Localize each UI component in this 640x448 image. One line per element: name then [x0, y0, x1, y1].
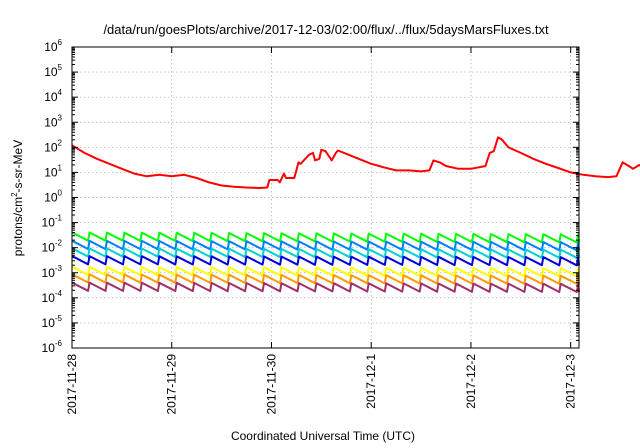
- series-line-5: [71, 255, 580, 267]
- y-axis-label: protons/cm2-s-sr-MeV: [10, 140, 25, 256]
- series-line-7: [71, 273, 580, 285]
- x-tick-label: 2017-11-29: [165, 354, 179, 415]
- y-tick-label: 105: [44, 63, 62, 79]
- y-tick-label: 10-1: [42, 214, 63, 230]
- y-tick-label: 101: [44, 163, 62, 179]
- series-line-1: [71, 136, 640, 189]
- x-tick-label: 2017-11-30: [264, 354, 278, 415]
- y-tick-label: 102: [44, 138, 62, 154]
- y-tick-label: 10-4: [42, 289, 63, 305]
- x-tick-label: 2017-12-1: [364, 354, 378, 409]
- x-tick-label: 2017-12-2: [464, 354, 478, 409]
- x-tick-label: 2017-11-28: [65, 354, 79, 415]
- y-tick-label: 106: [44, 38, 62, 54]
- y-tick-label: 10-6: [42, 339, 63, 355]
- series-line-2: [71, 231, 580, 244]
- y-tick-label: 10-5: [42, 314, 63, 330]
- series-lines: [71, 136, 640, 293]
- x-axis-label: Coordinated Universal Time (UTC): [231, 429, 415, 443]
- y-tick-label: 10-3: [42, 264, 63, 280]
- series-line-6: [71, 265, 580, 278]
- series-line-4: [71, 247, 580, 259]
- y-tick-label: 10-2: [42, 239, 63, 255]
- chart-title: /data/run/goesPlots/archive/2017-12-03/0…: [103, 22, 549, 37]
- series-line-3: [71, 239, 580, 252]
- x-tick-label: 2017-12-3: [564, 354, 578, 409]
- y-tick-label: 100: [44, 189, 62, 205]
- y-tick-label: 103: [44, 113, 62, 129]
- grid: [71, 47, 579, 348]
- y-axis-ticks: 106 105 104 103 102 101 100 10-1 10-2 10-3 10-4 10-…: [42, 38, 579, 355]
- y-tick-label: 104: [44, 88, 62, 104]
- x-axis-ticks: 2017-11-28 2017-11-29 2017-11-30 2017-12-1 2…: [65, 47, 578, 415]
- series-line-8: [71, 281, 580, 293]
